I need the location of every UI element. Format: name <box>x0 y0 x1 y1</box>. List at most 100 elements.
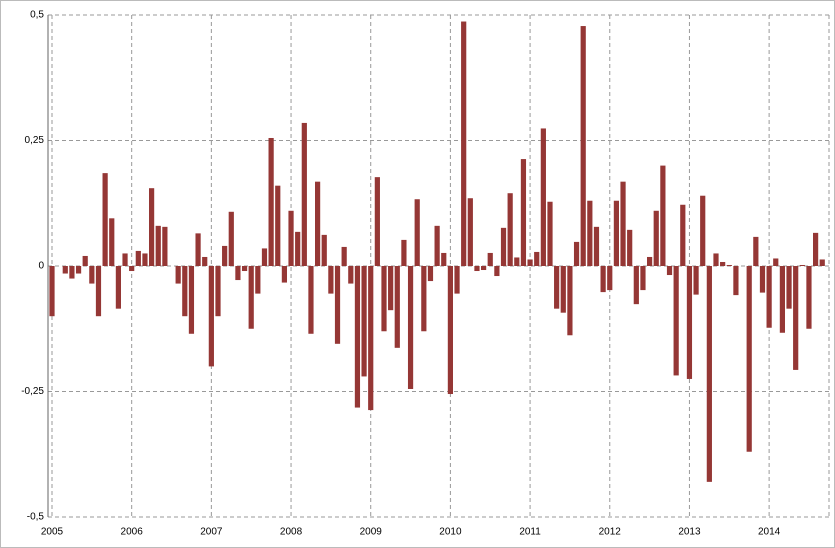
x-tick-label: 2013 <box>678 527 701 538</box>
y-tick-label: -0,5 <box>27 512 45 523</box>
bar <box>447 266 453 395</box>
bar <box>766 266 772 328</box>
bar <box>773 258 779 266</box>
x-tick-label: 2007 <box>200 527 223 538</box>
y-tick-label: 0,5 <box>30 10 44 21</box>
bar <box>547 201 553 266</box>
bar <box>600 266 606 293</box>
bar <box>261 248 268 266</box>
x-tick-label: 2012 <box>599 527 622 538</box>
bar <box>401 239 407 266</box>
bar <box>540 128 546 266</box>
bar <box>142 253 148 266</box>
bar <box>188 266 195 334</box>
bar <box>228 211 234 266</box>
bar <box>726 264 732 266</box>
bar <box>255 266 261 294</box>
bar <box>567 266 573 336</box>
bar <box>607 266 613 291</box>
bar <box>733 266 739 296</box>
bar <box>666 266 673 276</box>
bar <box>202 256 208 266</box>
bar <box>481 266 487 271</box>
bar <box>454 266 460 294</box>
bar <box>640 266 646 291</box>
bar <box>49 266 55 317</box>
bar <box>686 266 693 379</box>
bar <box>109 218 115 266</box>
bar <box>308 266 314 334</box>
bar <box>361 266 367 377</box>
bar <box>195 233 201 266</box>
x-tick-label: 2008 <box>280 527 303 538</box>
bar <box>281 266 287 283</box>
bar <box>149 188 155 266</box>
bar <box>461 21 467 266</box>
bar <box>759 266 766 293</box>
bar <box>653 210 659 266</box>
bar <box>573 241 580 266</box>
bar <box>627 229 633 266</box>
bar <box>467 198 473 266</box>
bar <box>806 266 812 329</box>
bar <box>368 266 374 411</box>
bar <box>328 266 334 294</box>
bar <box>680 204 686 266</box>
bar <box>660 165 666 266</box>
bar <box>647 256 653 266</box>
bar <box>215 266 221 317</box>
bar <box>182 266 188 317</box>
bar <box>155 225 161 266</box>
bar <box>587 200 593 266</box>
bar <box>208 266 214 367</box>
bar <box>474 266 480 272</box>
bar <box>301 122 307 267</box>
bar <box>441 252 447 266</box>
bar <box>341 246 347 266</box>
bar <box>487 252 493 266</box>
bar <box>394 266 400 348</box>
bar <box>799 264 805 266</box>
bar <box>348 266 354 284</box>
bar <box>388 266 394 311</box>
bar <box>62 266 68 274</box>
bar <box>706 266 712 482</box>
bar <box>793 266 799 370</box>
x-tick-label: 2006 <box>121 527 144 538</box>
x-tick-label: 2010 <box>439 527 462 538</box>
bar <box>520 159 527 266</box>
bar <box>580 26 586 266</box>
bar <box>162 226 168 266</box>
bar <box>414 199 420 266</box>
x-tick-label: 2014 <box>758 527 781 538</box>
y-tick-label: -0,25 <box>21 386 44 397</box>
bar <box>69 266 75 279</box>
bar <box>753 236 759 266</box>
bar <box>248 266 254 329</box>
bar <box>115 266 121 309</box>
y-tick-label: 0 <box>38 261 44 272</box>
bar <box>321 234 327 266</box>
bar <box>295 231 301 266</box>
bar <box>713 253 719 266</box>
bar <box>354 266 361 408</box>
bar <box>421 266 427 332</box>
bar <box>427 266 434 282</box>
bar <box>534 251 540 266</box>
bar <box>593 226 600 266</box>
bar <box>560 266 566 313</box>
bar <box>381 266 387 332</box>
bar <box>527 259 533 266</box>
bar <box>75 266 82 274</box>
bar <box>434 225 440 266</box>
bar <box>82 255 88 266</box>
bar <box>235 266 241 281</box>
bar <box>673 266 679 376</box>
bar <box>222 245 228 266</box>
bar <box>275 185 281 266</box>
bar <box>89 266 95 284</box>
bar <box>746 266 752 452</box>
bar <box>720 261 726 266</box>
bar <box>95 266 102 317</box>
bar <box>813 232 819 266</box>
